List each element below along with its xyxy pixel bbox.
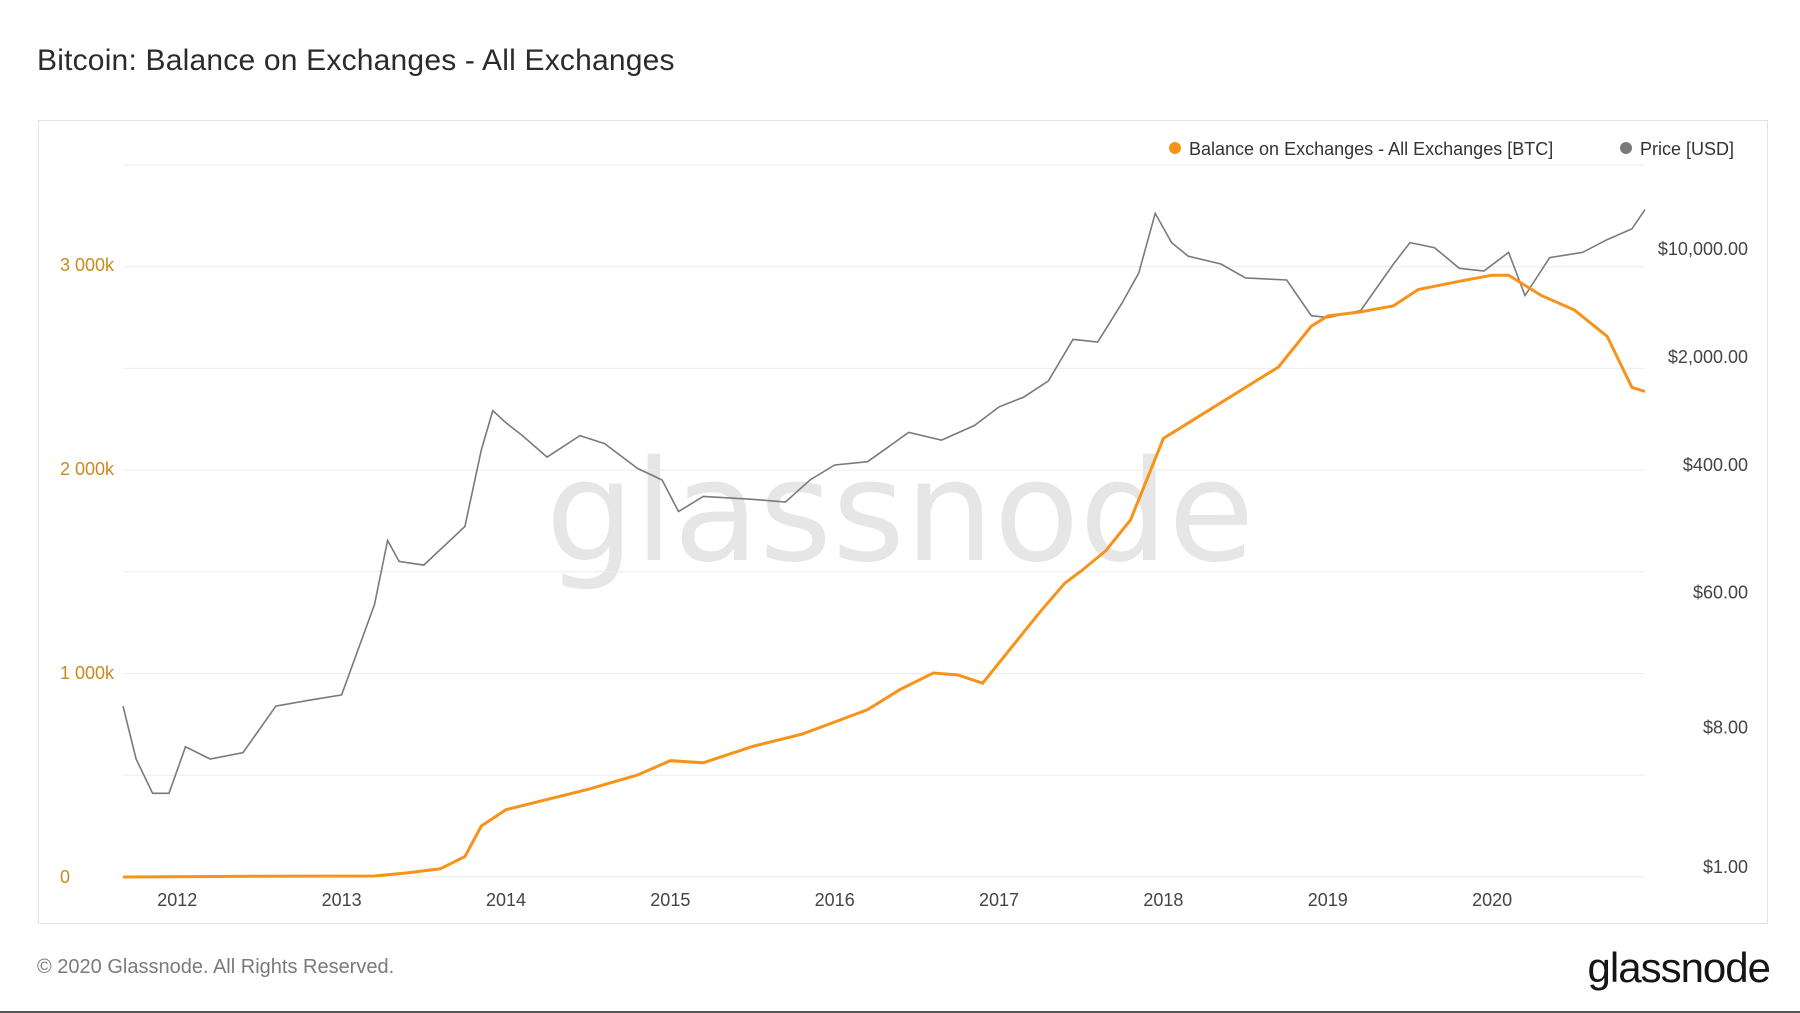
right-tick-label: $1.00 bbox=[1703, 857, 1748, 877]
x-tick-label: 2016 bbox=[815, 890, 855, 910]
left-tick-label: 2 000k bbox=[60, 459, 115, 479]
x-tick-label: 2017 bbox=[979, 890, 1019, 910]
left-tick-label: 0 bbox=[60, 867, 70, 887]
x-tick-label: 2018 bbox=[1143, 890, 1183, 910]
x-tick-label: 2014 bbox=[486, 890, 526, 910]
legend-price-dot bbox=[1620, 142, 1632, 154]
glassnode-logo[interactable]: glassnode bbox=[1587, 944, 1771, 991]
legend: Balance on Exchanges - All Exchanges [BT… bbox=[1169, 139, 1734, 159]
watermark-text: glassnode bbox=[546, 431, 1255, 594]
right-tick-label: $400.00 bbox=[1683, 455, 1748, 475]
right-axis: $1.00 $8.00 $60.00 $400.00 $2,000.00 $10,000.… bbox=[1658, 239, 1748, 877]
x-tick-label: 2020 bbox=[1472, 890, 1512, 910]
x-axis: 2012 2013 2014 2015 2016 2017 2018 2019 2020 bbox=[157, 890, 1512, 910]
left-axis: 0 1 000k 2 000k 3 000k bbox=[60, 255, 115, 887]
right-tick-label: $2,000.00 bbox=[1668, 347, 1748, 367]
x-tick-label: 2013 bbox=[322, 890, 362, 910]
copyright-text: © 2020 Glassnode. All Rights Reserved. bbox=[37, 956, 395, 978]
right-tick-label: $8.00 bbox=[1703, 717, 1748, 737]
legend-balance-dot bbox=[1169, 142, 1181, 154]
page-title: Bitcoin: Balance on Exchanges - All Exch… bbox=[37, 44, 675, 77]
x-tick-label: 2015 bbox=[650, 890, 690, 910]
chart-frame bbox=[38, 120, 1768, 924]
bottom-divider bbox=[0, 1011, 1800, 1013]
right-tick-label: $10,000.00 bbox=[1658, 239, 1748, 259]
x-tick-label: 2012 bbox=[157, 890, 197, 910]
legend-price-label[interactable]: Price [USD] bbox=[1640, 139, 1734, 159]
right-tick-label: $60.00 bbox=[1693, 582, 1748, 602]
x-tick-label: 2019 bbox=[1308, 890, 1348, 910]
balance-series-line bbox=[122, 273, 1646, 879]
left-tick-label: 3 000k bbox=[60, 255, 115, 275]
legend-balance-label[interactable]: Balance on Exchanges - All Exchanges [BT… bbox=[1189, 139, 1553, 159]
left-tick-label: 1 000k bbox=[60, 663, 115, 683]
price-series-line bbox=[122, 209, 1646, 795]
